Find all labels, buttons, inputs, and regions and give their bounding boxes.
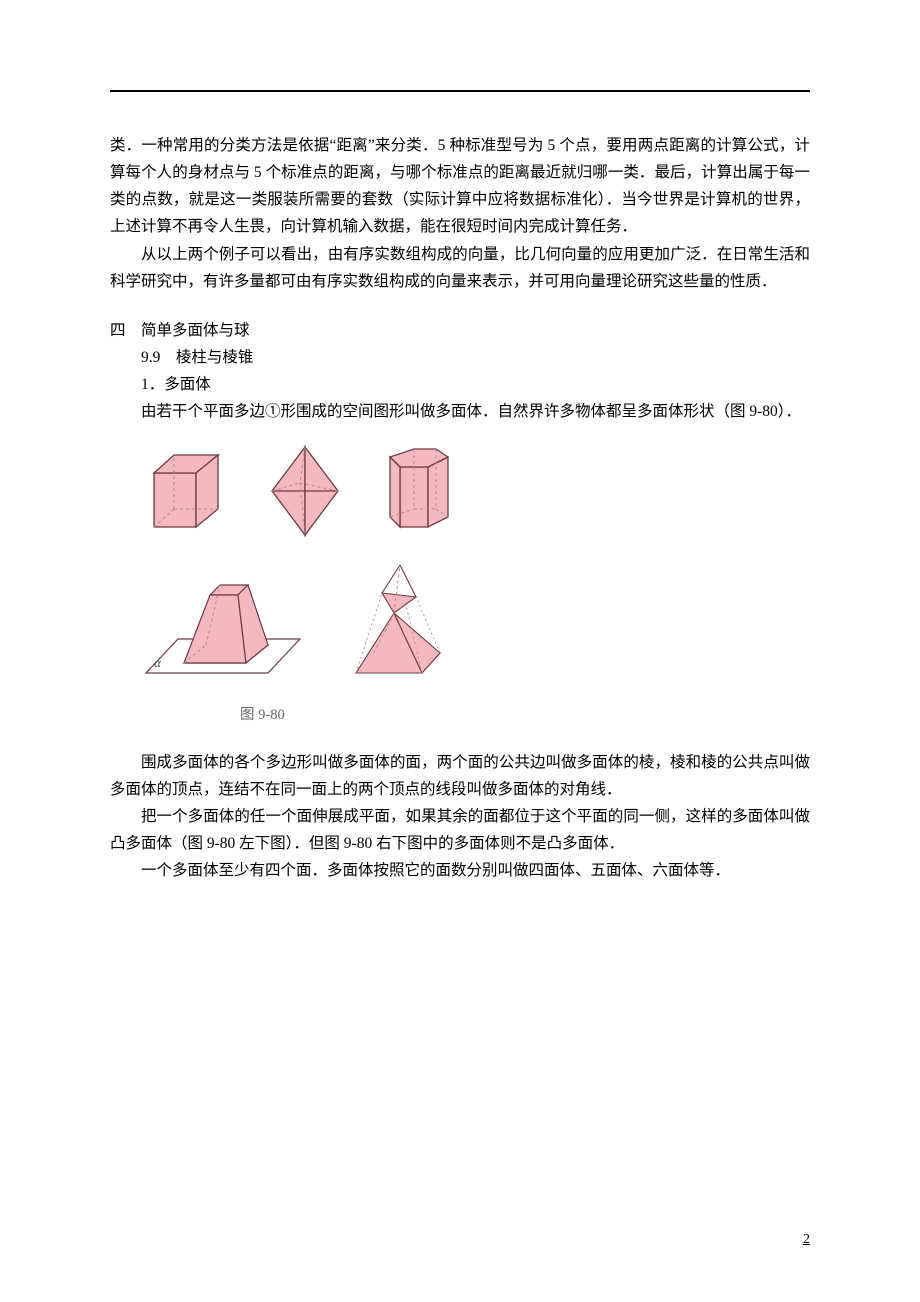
section-heading: 四 简单多面体与球 — [110, 317, 810, 344]
paragraph-6: 一个多面体至少有四个面．多面体按照它的面数分别叫做四面体、五面体、六面体等． — [110, 857, 810, 884]
figure-row-2: α — [140, 557, 810, 685]
bipyramid-shape — [260, 443, 350, 539]
header-rule — [110, 90, 810, 92]
paragraph-5: 把一个多面体的任一个面伸展成平面，如果其余的面都位于这个平面的同一侧，这样的多面… — [110, 803, 810, 857]
item-heading: 1．多面体 — [110, 371, 810, 398]
svg-text:α: α — [154, 655, 162, 670]
figure-row-1 — [140, 443, 810, 539]
body-text: 类．一种常用的分类方法是依据“距离”来分类．5 种标准型号为 5 个点，要用两点… — [110, 132, 810, 884]
paragraph-2: 从以上两个例子可以看出，由有序实数组构成的向量，比几何向量的应用更加广泛．在日常… — [110, 241, 810, 295]
figure-9-80: α — [140, 443, 810, 728]
figure-caption: 图 9-80 — [240, 703, 810, 728]
subsection-heading: 9.9 棱柱与棱锥 — [110, 344, 810, 371]
concave-shape — [336, 557, 456, 685]
cube-shape — [140, 447, 232, 539]
convex-on-plane-shape: α — [140, 567, 308, 685]
paragraph-1: 类．一种常用的分类方法是依据“距离”来分类．5 种标准型号为 5 个点，要用两点… — [110, 132, 810, 241]
paragraph-4: 围成多面体的各个多边形叫做多面体的面，两个面的公共边叫做多面体的棱，棱和棱的公共… — [110, 749, 810, 803]
paragraph-3: 由若干个平面多边①形围成的空间图形叫做多面体．自然界许多物体都呈多面体形状（图 … — [110, 398, 810, 425]
page-number: 2 — [803, 1232, 810, 1248]
prism-shape — [378, 443, 464, 539]
